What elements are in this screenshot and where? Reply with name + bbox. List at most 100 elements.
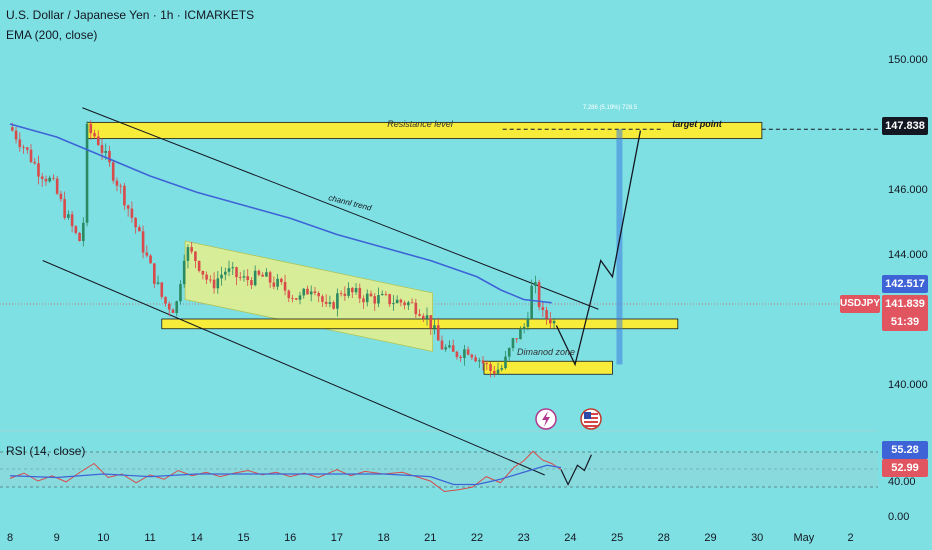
candle (358, 288, 362, 299)
candle (216, 278, 220, 289)
candle (511, 338, 515, 349)
time-tick-label: May (794, 532, 815, 544)
candle (272, 282, 276, 287)
candle (283, 281, 287, 291)
candle (306, 288, 309, 295)
candle (321, 296, 324, 302)
measure-label: 7.286 (5.19%) 728.5 (583, 105, 638, 111)
rsi-projection[interactable] (560, 454, 592, 486)
rsi-label: RSI (14, close) (6, 444, 86, 458)
candle (70, 214, 74, 227)
lightning-event-icon[interactable] (535, 408, 557, 430)
candle (104, 150, 108, 153)
candle (489, 364, 492, 372)
candle (167, 303, 171, 310)
candle (549, 318, 552, 324)
candle (197, 260, 201, 271)
candle (250, 280, 253, 286)
candle (238, 277, 242, 279)
candle (481, 360, 485, 364)
candle (123, 185, 126, 206)
channel-trend-label: channl trend (328, 193, 373, 213)
candle (149, 255, 152, 264)
measure-tool[interactable] (616, 129, 623, 365)
candle (545, 309, 548, 319)
rsi-ma-line[interactable] (9, 464, 562, 486)
time-tick-label: 14 (191, 532, 203, 544)
candle (317, 293, 320, 297)
candle (403, 302, 406, 306)
projection-path[interactable] (555, 130, 642, 367)
candle (33, 161, 37, 164)
price-tick-label: 140.000 (888, 379, 928, 391)
candle (380, 293, 384, 296)
candle (351, 287, 354, 293)
candle (339, 293, 343, 295)
candle (496, 369, 500, 374)
us-flag-event-icon[interactable] (580, 408, 602, 430)
candle (55, 178, 59, 194)
time-tick-label: 8 (7, 532, 13, 544)
candle (100, 145, 104, 153)
channel-line-1[interactable] (82, 107, 599, 310)
candle (373, 296, 377, 304)
candle (466, 349, 470, 355)
candle (82, 222, 85, 242)
candle (336, 293, 339, 309)
rsi-tick-label: 0.00 (888, 511, 909, 523)
candle (534, 282, 537, 286)
time-tick-label: 28 (658, 532, 670, 544)
time-tick-label: 17 (331, 532, 343, 544)
candle (522, 326, 526, 329)
indicator-label: EMA (200, close) (6, 28, 98, 42)
candle (29, 149, 33, 162)
candle (463, 349, 466, 358)
candle (37, 163, 40, 177)
candle (138, 227, 141, 232)
price-tick-label: 144.000 (888, 249, 928, 261)
candle (242, 276, 246, 278)
candle (22, 147, 25, 148)
candle (134, 217, 137, 228)
candle (182, 260, 186, 285)
channel-line-2[interactable] (42, 260, 545, 476)
candle (354, 288, 358, 293)
candle (365, 293, 369, 303)
candle (141, 231, 145, 253)
rsi-line[interactable] (9, 450, 562, 493)
ticker-badge[interactable]: USDJPY (840, 295, 880, 313)
candle (470, 354, 474, 358)
candle (526, 318, 530, 327)
demand-zone-label: Dimanod zone (517, 347, 575, 357)
candle (209, 279, 212, 281)
candle (541, 307, 545, 310)
flag-channel[interactable] (184, 240, 434, 352)
candle (287, 290, 291, 299)
candle (40, 176, 44, 179)
candle (507, 348, 511, 357)
candle (392, 303, 395, 305)
candle (201, 270, 205, 275)
candle (108, 150, 111, 163)
candle (78, 232, 81, 242)
candle (164, 296, 167, 304)
candle (418, 314, 421, 316)
zone-2[interactable] (161, 318, 679, 330)
price-tick-label: 146.000 (888, 184, 928, 196)
candle (11, 127, 14, 131)
candle (231, 267, 235, 269)
ema-200-line[interactable] (9, 123, 552, 304)
candle (414, 302, 418, 315)
candle (485, 363, 489, 365)
time-tick-label: 10 (97, 532, 109, 544)
zone-3[interactable] (483, 360, 613, 375)
candle (444, 347, 448, 350)
candle (220, 274, 223, 279)
candle (257, 270, 261, 275)
chart-title: U.S. Dollar / Japanese Yen · 1h · ICMARK… (6, 8, 255, 22)
candle (85, 123, 89, 223)
candle (48, 177, 51, 182)
candle (324, 301, 328, 304)
candle (93, 133, 96, 137)
